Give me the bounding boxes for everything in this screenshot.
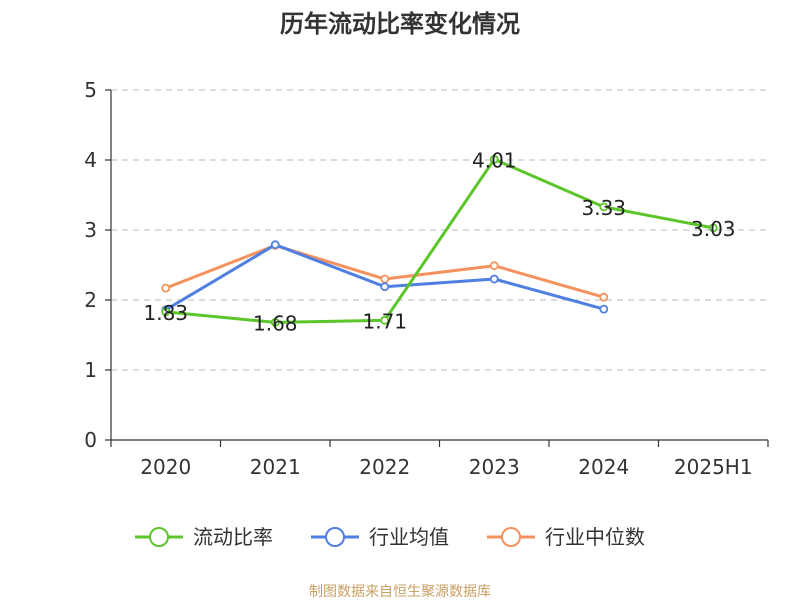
- y-tick-label: 3: [84, 218, 97, 242]
- data-label: 1.68: [253, 311, 298, 335]
- x-tick-label: 2023: [469, 455, 520, 479]
- data-label: 4.01: [472, 148, 517, 172]
- data-point[interactable]: [599, 292, 609, 302]
- legend-marker: [325, 527, 345, 547]
- x-tick-label: 2021: [250, 455, 301, 479]
- data-label: 3.33: [581, 196, 626, 220]
- data-point[interactable]: [270, 317, 280, 327]
- data-label: 3.03: [691, 217, 736, 241]
- legend-item[interactable]: 流动比率: [135, 525, 273, 549]
- data-point[interactable]: [380, 282, 390, 292]
- source-note: 制图数据来自恒生聚源数据库: [309, 584, 491, 600]
- legend-marker: [501, 527, 521, 547]
- data-point[interactable]: [489, 261, 499, 271]
- y-tick-label: 1: [84, 358, 97, 382]
- data-point[interactable]: [708, 223, 718, 233]
- axes: 0 1 2 3 4 5 2020 2021 2022 2023 2024 2025H1: [84, 78, 769, 479]
- data-point[interactable]: [599, 202, 609, 212]
- y-tick-label: 5: [84, 78, 97, 102]
- y-tick-label: 2: [84, 288, 97, 312]
- legend-label: 行业中位数: [545, 525, 645, 549]
- x-tick-label: 2020: [140, 455, 191, 479]
- data-label: 1.83: [143, 301, 188, 325]
- series-0: [161, 154, 718, 327]
- y-tick-label: 0: [84, 428, 97, 452]
- data-point[interactable]: [489, 154, 499, 164]
- data-labels: 1.83 1.68 1.71 4.01 3.33 3.03: [143, 148, 735, 335]
- data-point[interactable]: [161, 283, 171, 293]
- data-point[interactable]: [270, 240, 280, 250]
- data-point[interactable]: [380, 315, 390, 325]
- grid-lines: [111, 89, 768, 371]
- data-label: 1.71: [362, 309, 407, 333]
- legend-marker: [149, 527, 169, 547]
- x-tick-label: 2025H1: [674, 455, 753, 479]
- legend-item[interactable]: 行业中位数: [487, 525, 645, 549]
- y-tick-label: 4: [84, 148, 97, 172]
- legend[interactable]: 流动比率 行业均值 行业中位数: [135, 525, 645, 549]
- chart-title: 历年流动比率变化情况: [280, 10, 520, 38]
- legend-label: 行业均值: [369, 525, 449, 549]
- series-line: [164, 157, 715, 324]
- x-tick-label: 2024: [578, 455, 629, 479]
- x-tick-label: 2022: [359, 455, 410, 479]
- data-point[interactable]: [380, 274, 390, 284]
- data-point[interactable]: [599, 304, 609, 314]
- legend-label: 流动比率: [193, 525, 273, 549]
- data-point[interactable]: [161, 307, 171, 317]
- data-point[interactable]: [489, 274, 499, 284]
- series-lines: [161, 154, 718, 327]
- legend-item[interactable]: 行业均值: [311, 525, 449, 549]
